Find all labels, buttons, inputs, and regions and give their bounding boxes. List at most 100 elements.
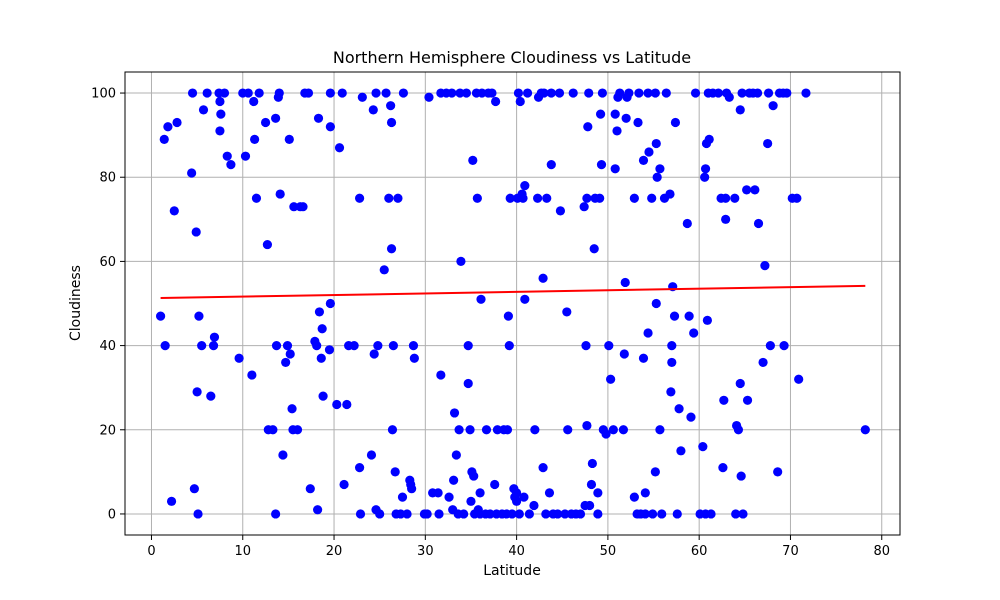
data-point: [396, 509, 406, 519]
data-point: [546, 88, 556, 98]
data-point: [742, 185, 752, 195]
data-point: [456, 256, 466, 267]
data-point: [465, 425, 475, 435]
data-point: [271, 113, 281, 123]
data-point: [172, 117, 182, 128]
data-point: [369, 349, 379, 359]
data-point: [595, 109, 606, 119]
x-tick-label: 50: [600, 544, 617, 559]
data-point: [355, 509, 366, 519]
data-point: [219, 88, 230, 98]
data-point: [524, 509, 534, 519]
data-point: [735, 105, 745, 115]
data-point: [650, 467, 660, 477]
data-point: [325, 122, 335, 132]
data-point: [202, 88, 212, 98]
data-point: [721, 193, 731, 203]
data-point: [638, 353, 649, 363]
data-point: [491, 96, 501, 107]
data-point: [163, 122, 173, 132]
data-point: [243, 88, 253, 98]
data-point: [492, 425, 503, 435]
data-point: [520, 294, 530, 304]
data-point: [512, 496, 522, 506]
data-point: [504, 340, 514, 351]
x-axis-ticks: 0 10 20 30 40 50 60 70 80: [147, 535, 890, 559]
y-tick-label: 100: [91, 87, 116, 102]
data-point: [260, 117, 271, 128]
data-point: [568, 88, 578, 98]
data-point: [468, 155, 478, 165]
data-point: [665, 189, 675, 199]
data-point: [463, 340, 473, 351]
data-point: [386, 244, 397, 254]
data-point: [700, 164, 711, 174]
data-point: [342, 399, 352, 410]
data-point: [575, 509, 586, 519]
data-point: [313, 113, 324, 123]
data-point: [706, 509, 716, 519]
data-point: [750, 185, 760, 195]
data-point: [515, 96, 525, 107]
data-point: [587, 458, 597, 469]
data-point: [633, 117, 643, 128]
data-point: [686, 412, 696, 422]
data-point: [469, 471, 479, 481]
data-point: [608, 425, 618, 435]
data-point: [736, 471, 746, 481]
data-point: [444, 492, 454, 502]
data-point: [733, 425, 744, 435]
data-point: [303, 88, 314, 98]
chart-title: Northern Hemisphere Cloudiness vs Latitu…: [333, 48, 691, 67]
data-point: [768, 101, 778, 111]
data-point: [192, 387, 202, 397]
data-point: [434, 509, 444, 519]
data-point: [538, 463, 548, 473]
data-point: [801, 88, 811, 98]
data-point: [596, 160, 607, 170]
data-point: [674, 404, 684, 414]
data-point: [160, 340, 170, 351]
data-point: [292, 425, 303, 435]
data-point: [262, 239, 273, 250]
data-point: [555, 206, 566, 216]
data-point: [384, 193, 394, 203]
data-point: [386, 101, 396, 111]
data-point: [606, 374, 616, 384]
data-point: [672, 509, 682, 519]
x-axis-label: Latitude: [483, 563, 541, 579]
data-point: [700, 172, 710, 182]
data-point: [763, 138, 773, 149]
data-point: [738, 509, 748, 519]
x-tick-label: 10: [234, 544, 251, 559]
data-point: [689, 328, 699, 338]
data-point: [156, 311, 166, 321]
data-point: [222, 151, 232, 161]
data-point: [379, 265, 389, 275]
data-point: [579, 202, 589, 212]
data-point: [763, 88, 774, 98]
data-point: [541, 509, 551, 519]
data-point: [393, 193, 403, 203]
data-point: [618, 425, 629, 435]
x-tick-label: 60: [691, 544, 708, 559]
data-point: [624, 88, 634, 98]
data-point: [451, 450, 461, 460]
data-point: [409, 353, 419, 363]
data-point: [316, 353, 326, 363]
data-point: [485, 509, 495, 519]
data-point: [268, 425, 278, 435]
data-point: [562, 307, 572, 317]
data-point: [275, 189, 285, 199]
data-point: [651, 138, 661, 149]
data-point: [669, 311, 680, 321]
data-point: [324, 345, 335, 355]
data-point: [582, 420, 592, 431]
data-point: [581, 340, 591, 351]
data-point: [702, 315, 712, 325]
data-point: [735, 378, 745, 389]
data-point: [546, 160, 556, 170]
data-point: [166, 496, 177, 506]
data-point: [682, 218, 692, 229]
